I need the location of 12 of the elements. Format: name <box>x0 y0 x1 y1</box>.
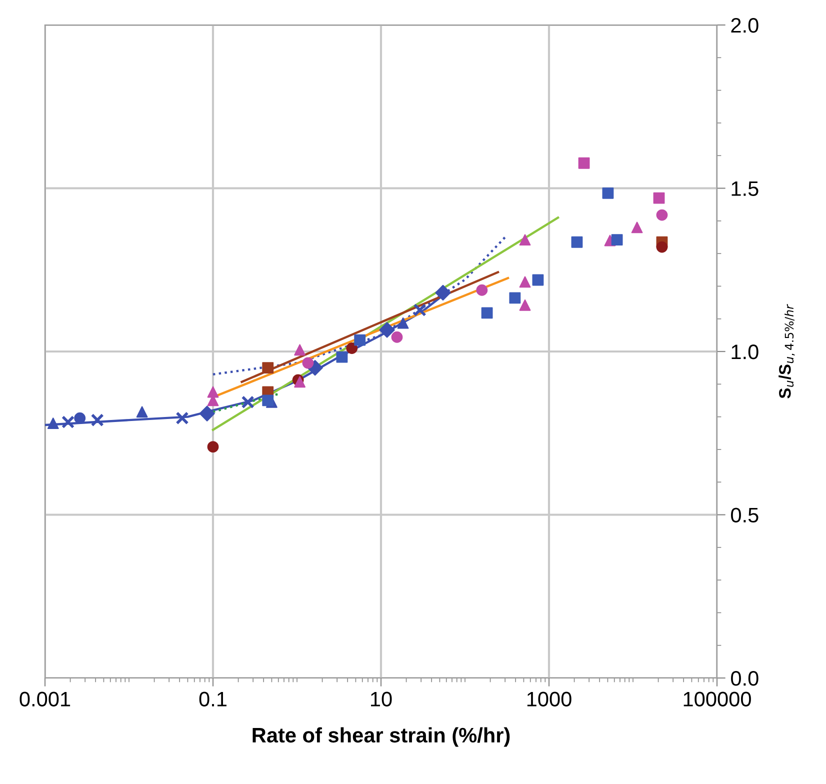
y-axis-title: S$_{u}$/S$_{u,4.5%/hr}$ <box>778 304 795 398</box>
y-tick-label: 1.0 <box>732 344 758 360</box>
y-tick-label: 0.5 <box>731 508 758 523</box>
x-tick-label: 100000 <box>684 692 751 706</box>
y-tick-label: 1.5 <box>732 181 758 196</box>
x-axis-title: Rate of shear strain (%/hr) <box>252 727 510 747</box>
x-tick-label: 1000 <box>527 692 572 706</box>
y-tick-label: 0.0 <box>731 671 758 686</box>
x-tick-label: 10 <box>371 692 392 706</box>
x-tick-label: 0.1 <box>199 692 226 706</box>
y-tick-label: 2.0 <box>731 18 758 33</box>
x-tick-label: 0.001 <box>20 692 70 706</box>
